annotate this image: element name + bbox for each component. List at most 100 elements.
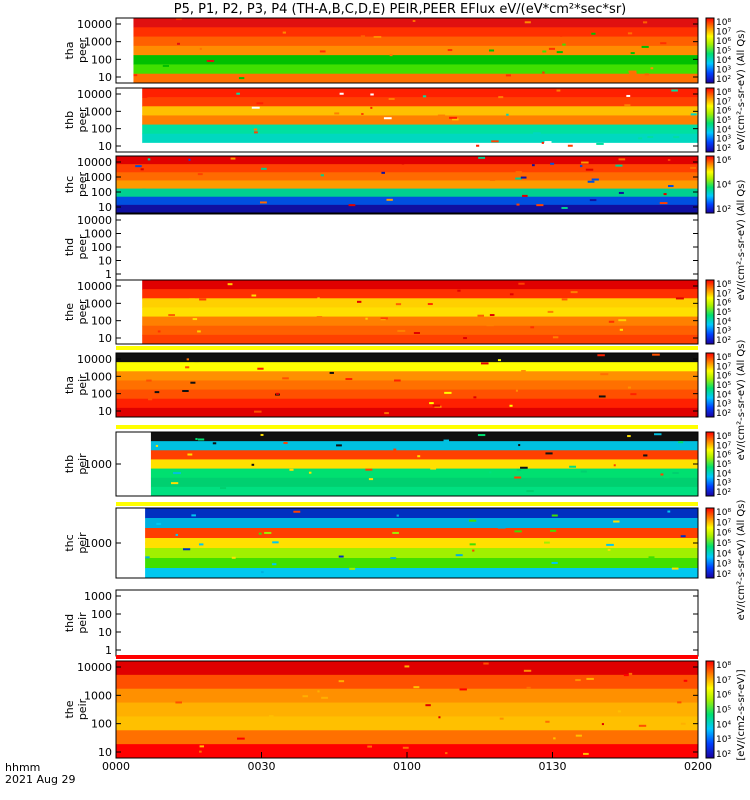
spectrogram-speckle (506, 113, 509, 116)
spectrogram-speckle (518, 444, 521, 447)
spectrogram-band (116, 674, 698, 690)
spectrogram-speckle (199, 298, 207, 301)
spectrogram-band (116, 389, 698, 400)
panel-frame (115, 213, 699, 281)
spectrogram-speckle (449, 116, 458, 119)
spectrogram-speckle (437, 114, 446, 117)
spectrogram-speckle (638, 724, 647, 727)
spectrogram-speckle (430, 467, 437, 470)
spectrogram-speckle (220, 487, 227, 490)
colorbar-tick-label: 10⁵ (716, 308, 731, 318)
y-axis-label-species: peir (76, 453, 89, 475)
spectrogram-speckle (272, 541, 279, 544)
spectrogram-speckle (417, 455, 421, 458)
spectrogram-speckle (490, 74, 493, 77)
spectrogram-speckle (253, 128, 258, 131)
spectrogram-speckle (643, 454, 648, 457)
y-axis-label-species: peer (76, 299, 89, 325)
y-axis-label-probe: the (63, 303, 76, 321)
spectrogram-speckle (627, 32, 633, 35)
spectrogram-speckle (447, 49, 453, 52)
spectrogram-speckle (556, 89, 561, 92)
spectrogram-speckle (186, 94, 189, 97)
spectrogram-speckle (341, 364, 344, 367)
spectrogram-speckle (367, 745, 373, 748)
spectrogram-speckle (585, 168, 594, 171)
spectrogram-speckle (455, 131, 462, 134)
x-tick-label: 0130 (539, 760, 567, 773)
spectrogram-band (116, 407, 698, 418)
spectrogram-band (145, 558, 699, 569)
spectrogram-speckle (386, 198, 393, 201)
spectrogram-speckle (556, 51, 563, 54)
spectrogram-speckle (555, 386, 558, 389)
colorbar-tick-label: 10⁴ (716, 469, 731, 479)
spectrogram-speckle (509, 293, 514, 296)
y-tick-label: 10000 (77, 18, 112, 31)
colorbar-tick-label: 10² (716, 75, 731, 85)
spectrogram-speckle (282, 377, 289, 380)
y-axis-label-probe: thc (63, 534, 76, 551)
spectrogram-speckle (156, 522, 162, 525)
spectrogram-speckle (618, 158, 626, 161)
spectrogram-band (116, 196, 698, 206)
spectrogram-speckle (404, 731, 407, 734)
spectrogram-speckle (175, 533, 178, 536)
spectrogram-band (142, 316, 698, 327)
panel-the-peir: the peir 10000 1000 100 10 10² 10³ 10⁴ 10⁵ 10⁶ 10⁷ 1… (63, 660, 731, 760)
spectrogram-speckle (208, 373, 215, 376)
spectrogram-speckle (264, 531, 272, 534)
panel-thd-peir: thd peir 1000 100 10 1 (63, 589, 699, 657)
spectrogram-speckle (550, 162, 555, 165)
spectrogram-band (142, 124, 698, 135)
y-axis-label-probe: thb (63, 455, 76, 473)
spectrogram-speckle (524, 21, 531, 24)
colorbar-tick-label: 10⁶ (716, 37, 731, 47)
spectrogram-speckle (618, 319, 627, 322)
spectrogram-speckle (613, 464, 616, 467)
spectrogram-speckle (401, 162, 405, 165)
spectrogram-speckle (308, 471, 312, 474)
spectrogram-speckle (140, 168, 144, 171)
y-tick-label: 1000 (84, 228, 112, 241)
y-tick-label: 1000 (84, 537, 112, 550)
spectrogram-speckle (261, 167, 267, 170)
colorbar-tick-label: 10⁵ (716, 47, 731, 57)
spectrogram-speckle (145, 542, 148, 545)
spectrogram-band (116, 716, 698, 731)
spectrogram-speckle (608, 320, 615, 323)
spectrogram-speckle (231, 556, 236, 559)
spectrogram-speckle (641, 45, 649, 48)
spectrogram-speckle (321, 553, 330, 556)
spectrogram-speckle (412, 19, 416, 22)
spectrogram-speckle (389, 54, 393, 57)
spectrogram-speckle (396, 510, 403, 513)
colorbar-tick-label: 10⁷ (716, 28, 731, 38)
spectrogram-speckle (187, 453, 193, 456)
spectrogram-speckle (358, 684, 364, 687)
spectrogram-band (116, 730, 698, 745)
panel-frame (115, 589, 699, 657)
colorbar-tick-label: 10³ (716, 400, 731, 410)
spectrogram-speckle (182, 548, 191, 551)
spectrogram-speckle (457, 289, 461, 292)
spectrogram-band (142, 289, 698, 299)
spectrogram-speckle (158, 465, 161, 468)
spectrogram-speckle (515, 389, 518, 392)
spectrogram-speckle (189, 298, 195, 301)
spectrogram-speckle (481, 313, 489, 316)
colorbar-tick-label: 10⁴ (716, 125, 731, 135)
spectrogram-band (142, 142, 698, 153)
spectrogram-speckle (548, 47, 556, 50)
spectrogram-speckle (338, 680, 345, 683)
colorbar-tick-label: 10³ (716, 479, 731, 489)
y-tick-label: 100 (91, 53, 112, 66)
colorbar-tick-label: 10⁴ (716, 390, 731, 400)
spectrogram-speckle (237, 737, 245, 740)
spectrogram-speckle (429, 402, 434, 405)
panel-frame (115, 279, 699, 345)
spectrogram-speckle (477, 314, 485, 317)
spectrogram-band (142, 115, 698, 126)
y-axis-label-probe: thd (63, 614, 76, 632)
